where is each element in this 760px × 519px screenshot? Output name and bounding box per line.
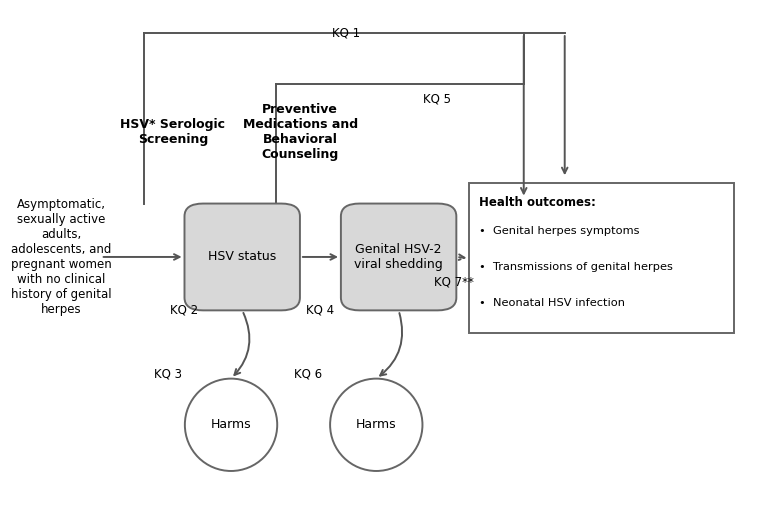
- Ellipse shape: [185, 379, 277, 471]
- Text: •  Genital herpes symptoms: • Genital herpes symptoms: [479, 226, 640, 237]
- Text: KQ 4: KQ 4: [306, 304, 334, 317]
- Text: HSV status: HSV status: [208, 251, 277, 264]
- Text: Harms: Harms: [356, 418, 397, 431]
- FancyBboxPatch shape: [185, 203, 300, 310]
- FancyBboxPatch shape: [341, 203, 456, 310]
- Text: KQ 1: KQ 1: [331, 26, 359, 39]
- Text: Asymptomatic,
sexually active
adults,
adolescents, and
pregnant women
with no cl: Asymptomatic, sexually active adults, ad…: [11, 198, 112, 316]
- FancyBboxPatch shape: [470, 183, 733, 333]
- Text: Health outcomes:: Health outcomes:: [479, 196, 596, 209]
- Text: •  Neonatal HSV infection: • Neonatal HSV infection: [479, 298, 625, 308]
- Ellipse shape: [330, 379, 423, 471]
- Text: KQ 6: KQ 6: [294, 367, 322, 380]
- Text: KQ 5: KQ 5: [423, 93, 451, 106]
- Text: HSV* Serologic
Screening: HSV* Serologic Screening: [120, 118, 226, 146]
- Text: Genital HSV-2
viral shedding: Genital HSV-2 viral shedding: [354, 243, 443, 271]
- Text: KQ 3: KQ 3: [154, 367, 182, 380]
- Text: KQ 2: KQ 2: [170, 304, 198, 317]
- Text: Harms: Harms: [211, 418, 252, 431]
- Text: KQ 7**: KQ 7**: [435, 276, 474, 289]
- Text: •  Transmissions of genital herpes: • Transmissions of genital herpes: [479, 262, 673, 272]
- Text: Preventive
Medications and
Behavioral
Counseling: Preventive Medications and Behavioral Co…: [242, 103, 358, 161]
